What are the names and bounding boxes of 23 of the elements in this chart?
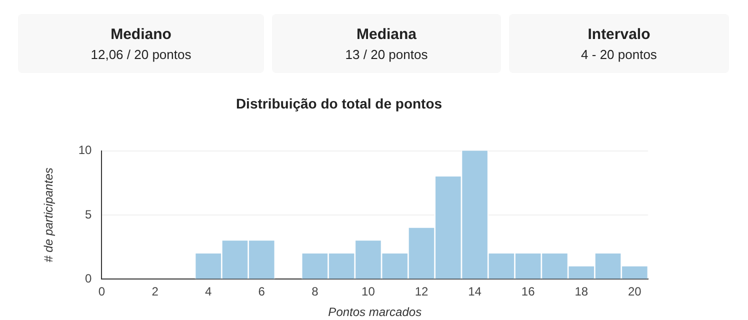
- text: Intervalo: [586, 26, 652, 43]
- y-tick-label: 5: [85, 207, 92, 222]
- x-tick-label: 8: [312, 284, 319, 299]
- x-tick-label: 6: [258, 284, 266, 299]
- x-tick-label: 16: [521, 284, 536, 299]
- text: 4 - 20 pontos: [580, 47, 658, 62]
- chart-title: Distribuição do total de pontos: [236, 95, 442, 112]
- text: Mediana: [355, 26, 418, 43]
- y-axis-title: # de participantes: [42, 168, 56, 262]
- x-tick-label: 14: [468, 284, 482, 299]
- y-tick-label: 10: [78, 143, 92, 158]
- x-tick-label: 4: [204, 284, 212, 299]
- x-tick-label: 20: [628, 284, 642, 299]
- x-axis-title: Pontos marcados: [328, 305, 422, 320]
- text: Mediano: [110, 26, 172, 43]
- x-tick-label: 2: [152, 284, 159, 299]
- text: 13 / 20 pontos: [344, 47, 429, 62]
- x-tick-label: 0: [98, 284, 106, 299]
- text: 12,06 / 20 pontos: [90, 47, 192, 62]
- y-tick-label: 0: [85, 272, 92, 286]
- x-tick-label: 10: [362, 284, 376, 299]
- x-tick-label: 18: [574, 284, 588, 299]
- x-tick-label: 12: [414, 284, 428, 299]
